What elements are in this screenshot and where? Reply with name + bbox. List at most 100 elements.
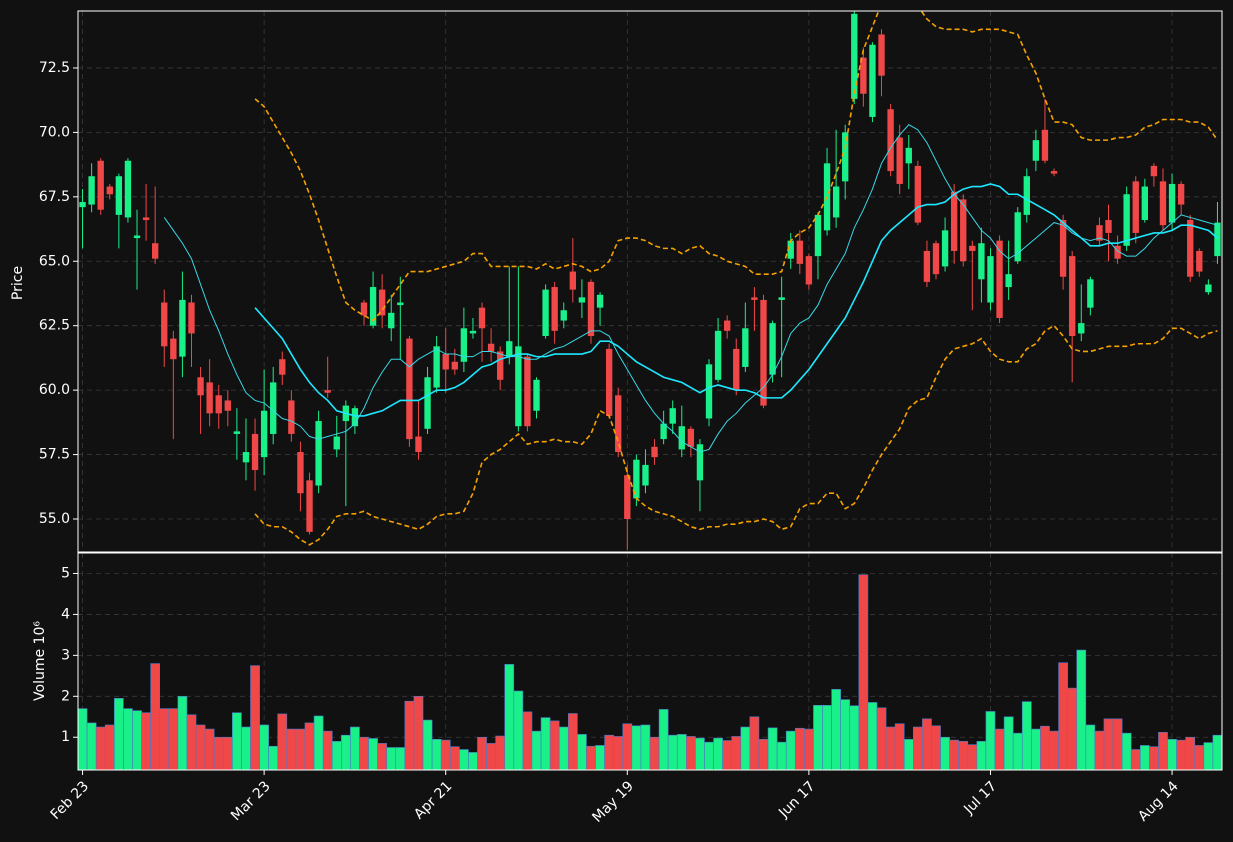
candle-body [696, 444, 704, 481]
candle-body [260, 410, 268, 458]
volume-bar [513, 690, 524, 771]
candle-body [950, 191, 958, 251]
line-series [254, 183, 1218, 417]
candle-body [397, 302, 404, 306]
volume-bar [295, 728, 306, 771]
volume-bar [713, 737, 723, 771]
volume-bar [785, 730, 796, 771]
volume-bar [1203, 742, 1214, 771]
candle-body [587, 281, 595, 337]
candle-body [161, 302, 168, 347]
volume-bar [1158, 732, 1168, 771]
volume-bar [413, 696, 424, 771]
candle-body [1096, 225, 1103, 241]
volume-axis-label: Volume 10⁶ [32, 621, 48, 701]
candle-body [251, 433, 259, 471]
volume-bar [1212, 734, 1223, 771]
candle-body [170, 338, 177, 360]
candle-body [388, 312, 395, 329]
volume-bar [213, 736, 224, 771]
candle-body [1177, 183, 1185, 205]
candle-body [1205, 284, 1212, 293]
candle-body [533, 379, 540, 411]
candle-body [969, 245, 976, 251]
price-axis-label: Price [10, 266, 26, 300]
volume-bar [613, 736, 624, 771]
candle-body [106, 186, 113, 195]
volume-bar [767, 727, 778, 771]
volume-bar [704, 741, 714, 771]
candle-body [351, 408, 359, 427]
candle-body [224, 400, 231, 411]
volume-bar [459, 749, 469, 771]
volume-bar [731, 736, 742, 771]
volume-bar [322, 730, 333, 771]
volume-bar [495, 735, 506, 771]
line-series [163, 124, 1218, 453]
candle-body [905, 147, 912, 164]
volume-bar [1112, 718, 1123, 771]
volume-bar [1040, 725, 1050, 771]
candle-body [1069, 256, 1076, 337]
candle-body [279, 359, 286, 375]
candle-body [605, 348, 613, 416]
volume-bar [331, 741, 342, 771]
candle-body [233, 431, 241, 434]
candle-body [542, 289, 549, 337]
volume-bar [259, 724, 269, 771]
candle-body [760, 299, 767, 406]
volume-panel [77, 574, 1223, 771]
candle-body [1105, 220, 1112, 233]
volume-bar [522, 711, 533, 771]
candle-body [960, 199, 967, 262]
volume-bar [1003, 716, 1014, 771]
volume-bar [1103, 718, 1114, 771]
candle-body [996, 240, 1003, 318]
volume-bar [794, 727, 805, 771]
volume-bar [804, 728, 814, 771]
candle-body [787, 240, 794, 259]
candle-body [1114, 245, 1121, 259]
volume-bar [722, 740, 733, 771]
candle-body [751, 297, 758, 300]
volume-bar [477, 736, 487, 771]
y-tick-label: 5 [61, 565, 70, 581]
candle-body [188, 302, 195, 334]
line-series [254, 324, 1218, 546]
candle-body [714, 330, 722, 380]
candle-body [497, 351, 504, 380]
volume-bar [994, 728, 1005, 771]
y-tick-label: 2 [61, 688, 70, 704]
price-frame [77, 10, 1223, 553]
volume-bar [1049, 730, 1059, 771]
y-tick-label: 65.0 [39, 253, 70, 269]
candle-body [369, 287, 377, 326]
candle-body [669, 408, 676, 424]
candle-body [1141, 186, 1149, 221]
volume-bar [104, 724, 115, 771]
candle-body [860, 57, 867, 94]
volume-bar [1185, 736, 1196, 771]
volume-bar [132, 710, 142, 771]
price-panel [79, 11, 1221, 550]
volume-bar [758, 738, 769, 771]
volume-bar [667, 734, 678, 771]
volume-bar [967, 744, 978, 771]
y-tick-label: 57.5 [39, 447, 70, 463]
volume-bar [949, 739, 959, 771]
candle-body [515, 346, 522, 427]
volume-bar [640, 724, 651, 771]
candle-body [360, 302, 368, 316]
candle-body [487, 343, 495, 352]
volume-bar [377, 743, 387, 771]
candle-body [324, 390, 331, 393]
candle-body [941, 230, 949, 267]
volume-bar [395, 747, 406, 771]
volume-bar [86, 722, 97, 771]
volume-bar [549, 720, 560, 771]
candle-body [333, 436, 340, 450]
candle-body [1196, 250, 1203, 272]
volume-bar [776, 741, 787, 771]
y-tick-label: 1 [61, 729, 70, 745]
candle-body [805, 256, 813, 285]
